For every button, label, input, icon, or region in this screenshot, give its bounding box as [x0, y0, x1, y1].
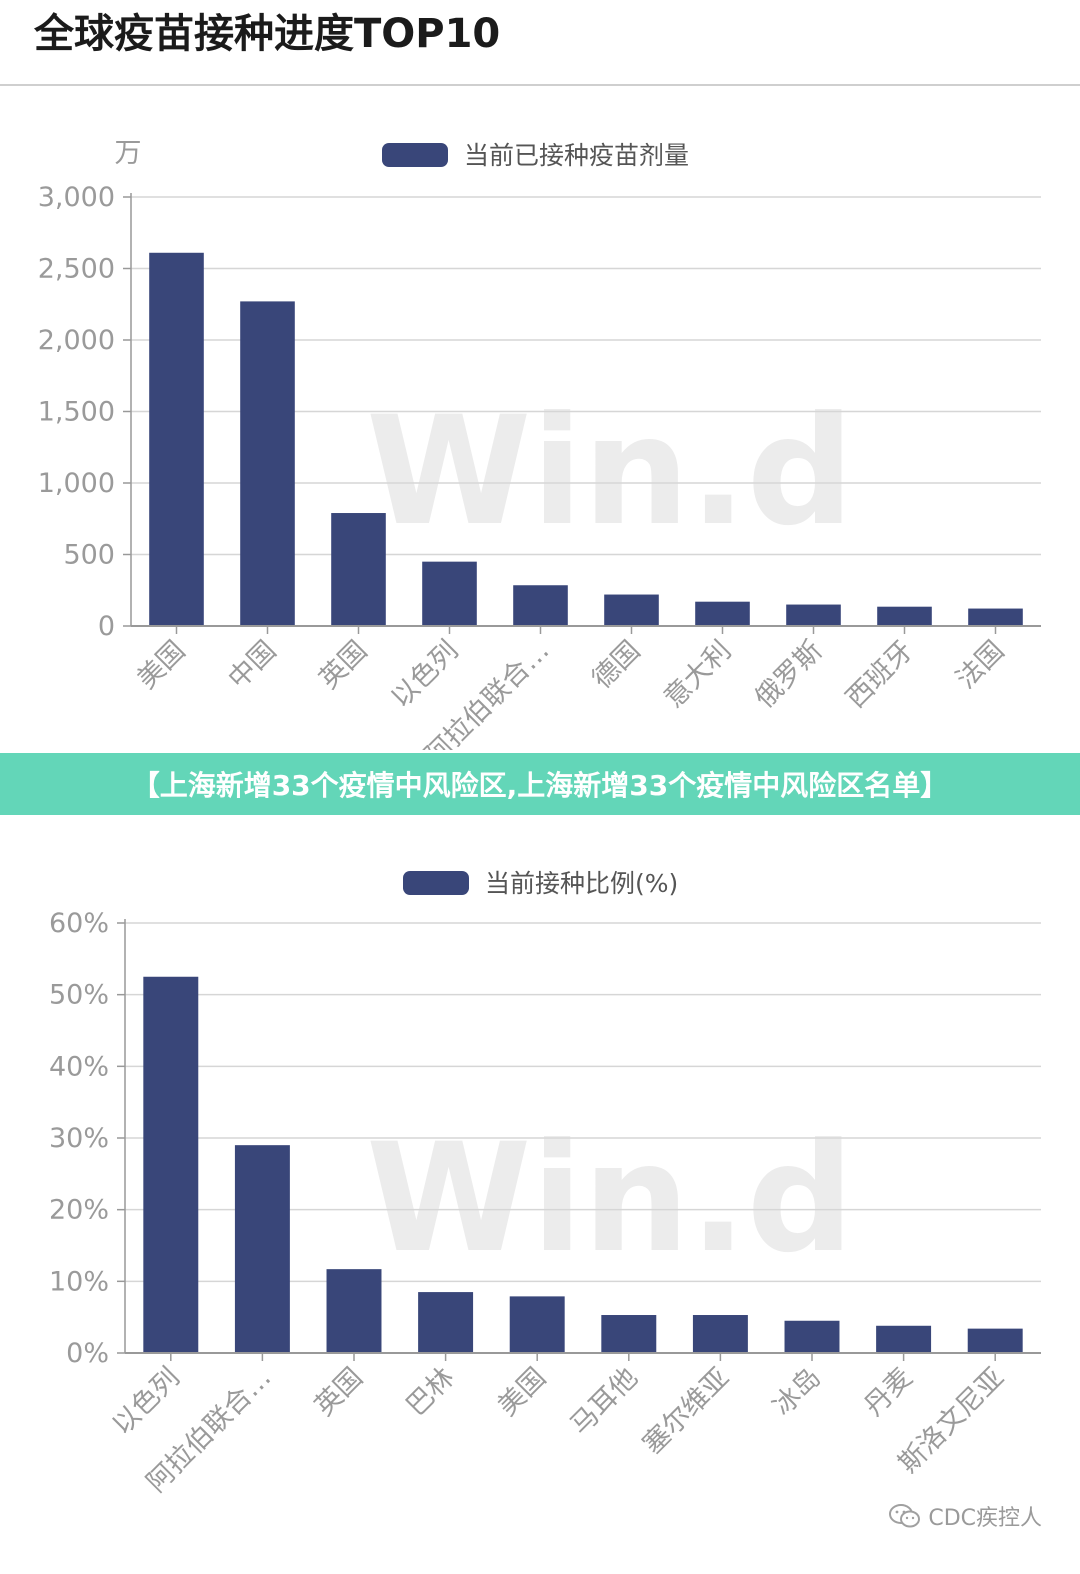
headline-banner: 【上海新增33个疫情中风险区,上海新增33个疫情中风险区名单】 — [0, 753, 1080, 815]
chart1-y-axis-unit: 万 — [115, 138, 142, 169]
chart1-legend-swatch — [382, 143, 448, 167]
chart1-legend-label: 当前已接种疫苗剂量 — [464, 141, 689, 170]
source-credit: CDC疾控人 — [888, 1500, 1042, 1532]
chart2-x-tick-label: 美国 — [492, 1362, 552, 1422]
chart2-bar — [784, 1320, 840, 1353]
chart2-y-tick-label: 0% — [66, 1338, 109, 1369]
chart1-x-tick-label: 以色列 — [385, 635, 464, 714]
chart2-x-tick-label: 马耳他 — [565, 1362, 644, 1441]
chart2-y-tick-label: 20% — [49, 1195, 109, 1226]
chart1-bar — [604, 594, 659, 626]
chart1-y-tick-label: 2,000 — [38, 325, 115, 356]
chart1-bar — [877, 606, 932, 626]
chart2-x-tick-label: 英国 — [309, 1362, 369, 1422]
chart2-bar — [326, 1269, 382, 1353]
chart1-x-tick-label: 英国 — [313, 635, 373, 695]
chart2-y-tick-label: 10% — [49, 1266, 109, 1297]
chart2-y-tick-label: 60% — [49, 908, 109, 939]
chart2-bar — [601, 1315, 657, 1353]
chart1-bar — [240, 301, 295, 626]
chart1-y-tick-label: 500 — [63, 540, 115, 571]
vaccination-rate-chart: Win.d0%10%20%30%40%50%60%当前接种比例(%)以色列阿拉伯… — [49, 869, 1041, 1499]
chart2-x-tick-label: 巴林 — [400, 1362, 460, 1422]
chart2-legend-label: 当前接种比例(%) — [485, 869, 678, 898]
chart1-x-tick-label: 中国 — [222, 635, 282, 695]
chart2-bar — [418, 1292, 474, 1353]
chart2-x-tick-label: 冰岛 — [767, 1362, 827, 1422]
chart1-bar — [513, 585, 568, 626]
source-credit-text: CDC疾控人 — [928, 1506, 1042, 1531]
chart2-x-tick-label: 丹麦 — [858, 1362, 918, 1422]
chart1-y-tick-label: 0 — [98, 611, 115, 642]
chart1-watermark: Win.d — [366, 385, 854, 559]
chart1-x-tick-label: 美国 — [131, 635, 191, 695]
chart2-bar — [509, 1296, 565, 1353]
chart1-x-tick-label: 德国 — [586, 635, 646, 695]
chart2-bar — [143, 976, 199, 1353]
chart2-bar — [692, 1315, 748, 1353]
wechat-icon — [889, 1504, 921, 1528]
chart2-legend-swatch — [403, 871, 469, 895]
chart1-x-tick-label: 俄罗斯 — [749, 635, 828, 714]
chart1-x-tick-label: 意大利 — [658, 635, 737, 714]
title-divider — [0, 84, 1080, 86]
chart2-bar — [234, 1145, 290, 1353]
headline-banner-text: 【上海新增33个疫情中风险区,上海新增33个疫情中风险区名单】 — [131, 769, 949, 802]
chart1-bar — [695, 601, 750, 626]
chart2-y-tick-label: 40% — [49, 1051, 109, 1082]
chart1-y-tick-label: 3,000 — [38, 182, 115, 213]
chart1-bar — [786, 604, 841, 626]
chart2-x-tick-label: 塞尔维亚 — [637, 1362, 735, 1460]
chart1-y-tick-label: 2,500 — [38, 254, 115, 285]
chart2-x-tick-label: 以色列 — [107, 1362, 186, 1441]
chart1-bar — [149, 252, 204, 626]
chart1-y-tick-label: 1,500 — [38, 397, 115, 428]
chart2-y-tick-label: 30% — [49, 1123, 109, 1154]
chart1-x-tick-label: 西班牙 — [840, 635, 919, 714]
chart1-bar — [331, 513, 386, 626]
chart2-bar — [967, 1328, 1023, 1353]
chart1-y-tick-label: 1,000 — [38, 468, 115, 499]
chart1-bar — [422, 561, 477, 626]
chart2-watermark: Win.d — [366, 1112, 854, 1286]
chart2-y-tick-label: 50% — [49, 980, 109, 1011]
chart1-x-tick-label: 法国 — [950, 635, 1010, 695]
page-title: 全球疫苗接种进度TOP10 — [34, 11, 501, 57]
chart1-bar — [968, 608, 1023, 626]
chart2-bar — [876, 1325, 932, 1353]
